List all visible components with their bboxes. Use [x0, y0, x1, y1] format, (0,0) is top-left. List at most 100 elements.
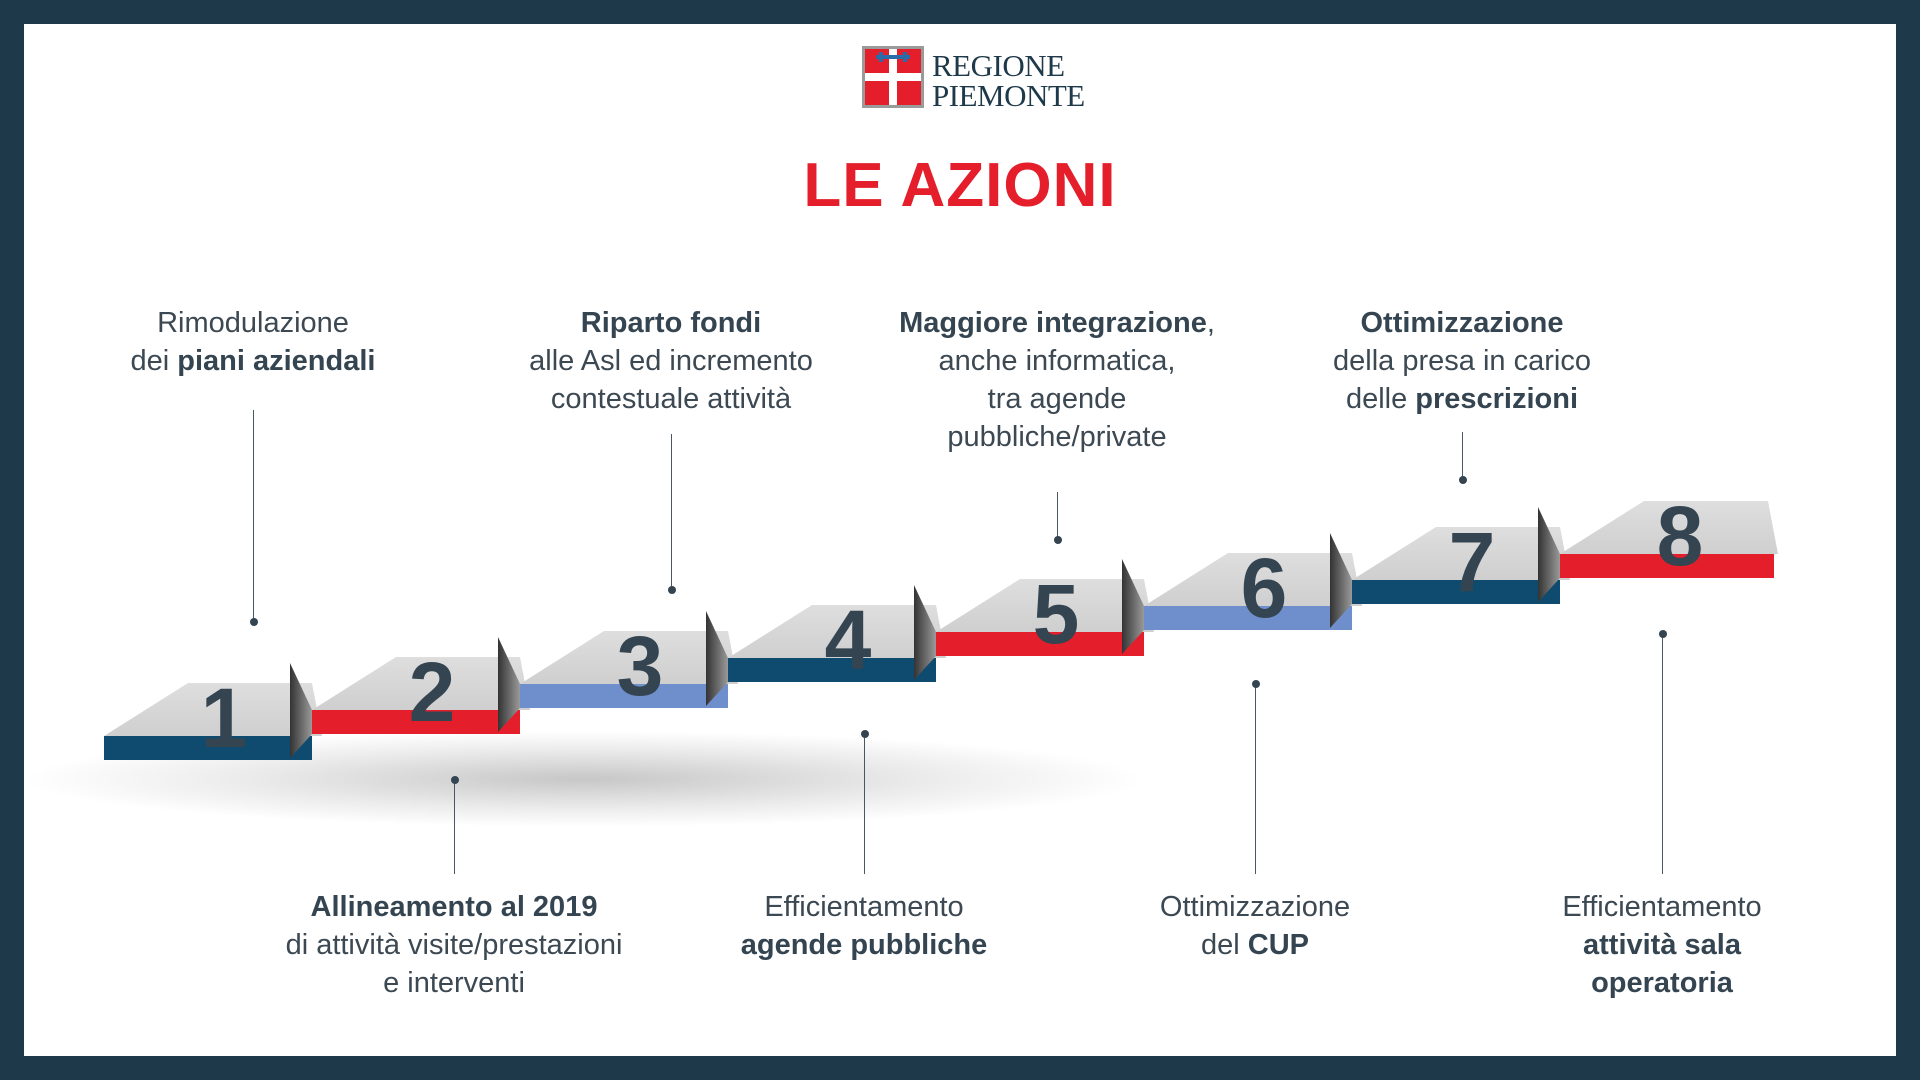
step-4-side	[706, 611, 728, 706]
logo-text-piemonte: PIEMONTE	[932, 78, 1085, 113]
connector-line-1	[253, 410, 254, 622]
action-label-3: Riparto fondi alle Asl ed incremento conte…	[461, 304, 881, 418]
action-label-line: Maggiore integrazione,	[847, 304, 1267, 342]
action-label-line: attività sala	[1452, 926, 1872, 964]
step-8: 8	[1538, 489, 1778, 602]
connector-dot-4	[860, 730, 869, 738]
connector-dot-6	[1251, 680, 1260, 688]
page-title: LE AZIONI	[803, 151, 1117, 220]
logo-text-regione: REGIONE	[932, 48, 1065, 83]
step-8-face	[1560, 554, 1774, 578]
step-3-number: 3	[617, 619, 664, 713]
action-label-line: Efficientamento	[654, 888, 1074, 926]
step-2: 2	[290, 645, 530, 758]
connector-dot-7	[1458, 476, 1467, 484]
action-label-2: Allineamento al 2019 di attività visite/p…	[244, 888, 664, 1002]
step-4-face	[728, 658, 936, 682]
connector-dot-8	[1658, 630, 1667, 638]
action-label-line: operatoria	[1452, 964, 1872, 1002]
label-bold-text: Ottimizzazione	[1360, 307, 1564, 339]
label-text: alle Asl ed incremento	[529, 345, 813, 377]
label-bold-text: operatoria	[1591, 967, 1733, 999]
action-label-line: del CUP	[1045, 926, 1465, 964]
step-6-face	[1144, 606, 1352, 630]
label-text: ,	[1206, 307, 1215, 339]
step-2-face	[312, 710, 520, 734]
step-3-face	[520, 684, 728, 708]
step-8-side	[1538, 507, 1560, 602]
connector-line-6	[1255, 684, 1256, 874]
action-label-line: di attività visite/prestazioni	[244, 926, 664, 964]
label-text: Efficientamento	[1562, 891, 1762, 923]
action-label-line: Riparto fondi	[461, 304, 881, 342]
action-label-line: Ottimizzazione	[1252, 304, 1672, 342]
step-4-number: 4	[825, 593, 872, 687]
step-6-side	[1122, 559, 1144, 654]
connector-dot-3	[667, 586, 676, 594]
action-label-line: Allineamento al 2019	[244, 888, 664, 926]
step-3-top	[520, 631, 738, 684]
action-label-line: pubbliche/private	[847, 418, 1267, 456]
label-text: tra agende	[987, 383, 1127, 415]
step-1: 1	[104, 671, 322, 765]
step-7-number: 7	[1449, 515, 1496, 609]
slide: REGIONE PIEMONTE LE AZIONI 1 2 3 4 5 6 7 8 Rimo…	[24, 24, 1896, 1056]
label-text: Rimodulazione	[157, 307, 349, 339]
label-text: della presa in carico	[1333, 345, 1591, 377]
step-2-number: 2	[409, 645, 456, 739]
step-3-side	[498, 637, 520, 732]
label-bold-text: Allineamento al 2019	[310, 891, 598, 923]
step-7: 7	[1330, 515, 1570, 628]
label-text: di attività visite/prestazioni	[285, 929, 623, 961]
connector-line-3	[671, 434, 672, 590]
label-bold-text: CUP	[1247, 929, 1309, 961]
step-8-top	[1560, 501, 1778, 554]
label-text: Efficientamento	[764, 891, 964, 923]
step-2-top	[312, 657, 530, 710]
action-label-line: della presa in carico	[1252, 342, 1672, 380]
step-5: 5	[914, 567, 1154, 680]
step-6: 6	[1122, 541, 1362, 654]
piemonte-cross-icon	[862, 46, 924, 108]
connector-line-5	[1057, 492, 1058, 540]
step-7-side	[1330, 533, 1352, 628]
step-6-top	[1144, 553, 1362, 606]
step-7-top	[1352, 527, 1570, 580]
step-2-side	[290, 663, 312, 758]
action-label-line: Ottimizzazione	[1045, 888, 1465, 926]
label-bold-text: agende pubbliche	[740, 929, 988, 961]
step-1-face	[104, 736, 312, 760]
action-label-line: Rimodulazione	[43, 304, 463, 342]
connector-line-2	[454, 780, 455, 874]
action-label-line: alle Asl ed incremento	[461, 342, 881, 380]
action-label-line: Efficientamento	[1452, 888, 1872, 926]
step-8-number: 8	[1657, 489, 1704, 583]
step-5-face	[936, 632, 1144, 656]
action-label-5: Maggiore integrazione, anche informatica,…	[847, 304, 1267, 456]
step-4-top	[728, 605, 946, 658]
connector-dot-1	[249, 618, 258, 626]
label-text: Ottimizzazione	[1159, 891, 1351, 923]
connector-line-7	[1462, 432, 1463, 480]
step-5-number: 5	[1033, 567, 1080, 661]
step-5-side	[914, 585, 936, 680]
label-text: contestuale attività	[550, 383, 792, 415]
action-label-line: anche informatica,	[847, 342, 1267, 380]
action-label-line: delle prescrizioni	[1252, 380, 1672, 418]
action-label-7: Ottimizzazione della presa in carico delle…	[1252, 304, 1672, 418]
connector-line-4	[864, 734, 865, 874]
label-text: dei	[130, 345, 178, 377]
label-text: delle	[1345, 383, 1416, 415]
label-text: anche informatica,	[938, 345, 1176, 377]
label-bold-text: attività sala	[1583, 929, 1741, 961]
action-label-line: agende pubbliche	[654, 926, 1074, 964]
label-bold-text: Maggiore integrazione	[899, 307, 1207, 339]
label-bold-text: Riparto fondi	[580, 307, 762, 339]
connector-line-8	[1662, 634, 1663, 874]
action-label-line: dei piani aziendali	[43, 342, 463, 380]
step-1-number: 1	[201, 671, 248, 765]
steps-group: 1 2 3 4 5 6 7 8	[104, 489, 1778, 765]
action-label-line: e interventi	[244, 964, 664, 1002]
label-text: pubbliche/private	[947, 421, 1167, 453]
step-3: 3	[498, 619, 738, 732]
